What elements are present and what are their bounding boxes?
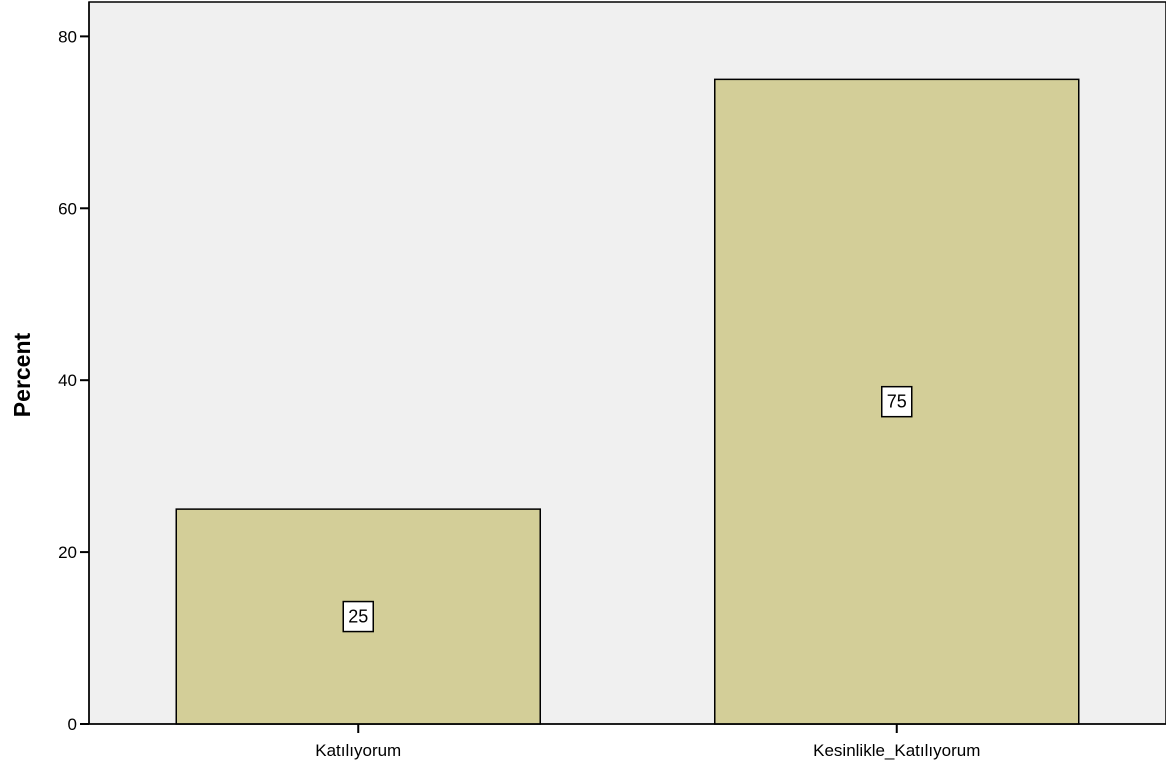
x-tick-label-1: Katılıyorum bbox=[315, 741, 401, 760]
data-label-box-2 bbox=[881, 385, 913, 418]
y-tick-label-40: 40 bbox=[58, 371, 77, 390]
data-label-box-1 bbox=[342, 600, 374, 633]
y-tick-label-60: 60 bbox=[58, 199, 77, 218]
y-tick-label-80: 80 bbox=[58, 27, 77, 46]
data-labels-layer: 25 75 bbox=[342, 385, 913, 633]
y-tick-label-20: 20 bbox=[58, 543, 77, 562]
data-label-2: 75 bbox=[887, 392, 907, 412]
axes-layer: 0 20 40 60 80 Katılıyorum Kesinlikle_Katılıyor… bbox=[58, 2, 1166, 760]
y-axis-title: Percent bbox=[9, 332, 35, 417]
data-label-1: 25 bbox=[348, 607, 368, 627]
y-tick-label-0: 0 bbox=[68, 715, 77, 734]
x-tick-label-2: Kesinlikle_Katılıyorum bbox=[813, 741, 980, 760]
